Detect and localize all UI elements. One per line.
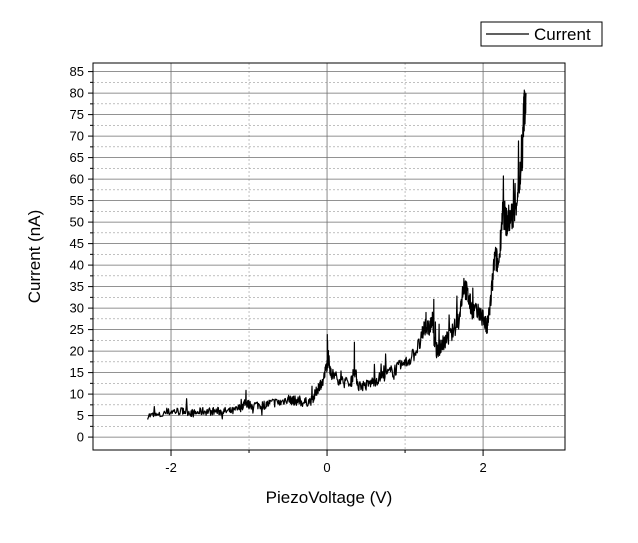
- x-tick-label: -2: [165, 460, 177, 475]
- y-axis-title: Current (nA): [25, 210, 44, 304]
- grid: [93, 63, 565, 450]
- plot-area-frame: [92, 62, 566, 451]
- legend-label-current: Current: [534, 25, 591, 44]
- y-tick-label: 25: [70, 322, 84, 337]
- y-tick-label: 35: [70, 279, 84, 294]
- series-layer: [147, 89, 527, 420]
- y-tick-label: 85: [70, 64, 84, 79]
- x-tick-label: 0: [323, 460, 330, 475]
- y-tick-label: 70: [70, 129, 84, 144]
- y-tick-label: 30: [70, 301, 84, 316]
- y-tick-label: 20: [70, 344, 84, 359]
- y-tick-label: 15: [70, 365, 84, 380]
- legend: Current: [480, 21, 603, 47]
- y-tick-label: 40: [70, 258, 84, 273]
- y-tick-label: 80: [70, 86, 84, 101]
- y-tick-label: 5: [77, 408, 84, 423]
- y-tick-label: 0: [77, 430, 84, 445]
- x-tick-label: 2: [479, 460, 486, 475]
- y-tick-label: 55: [70, 193, 84, 208]
- y-tick-label: 10: [70, 387, 84, 402]
- x-axis-title: PiezoVoltage (V): [266, 488, 393, 507]
- y-tick-label: 50: [70, 215, 84, 230]
- y-tick-label: 60: [70, 172, 84, 187]
- y-tick-label: 75: [70, 107, 84, 122]
- series-line-current: [147, 89, 527, 420]
- axis-ticks: 0 5 10 15 20 25 30 35 40 45 50 55 60 65 70 75 80 85 -2 0 2: [70, 64, 487, 475]
- y-tick-label: 45: [70, 236, 84, 251]
- y-tick-label: 65: [70, 150, 84, 165]
